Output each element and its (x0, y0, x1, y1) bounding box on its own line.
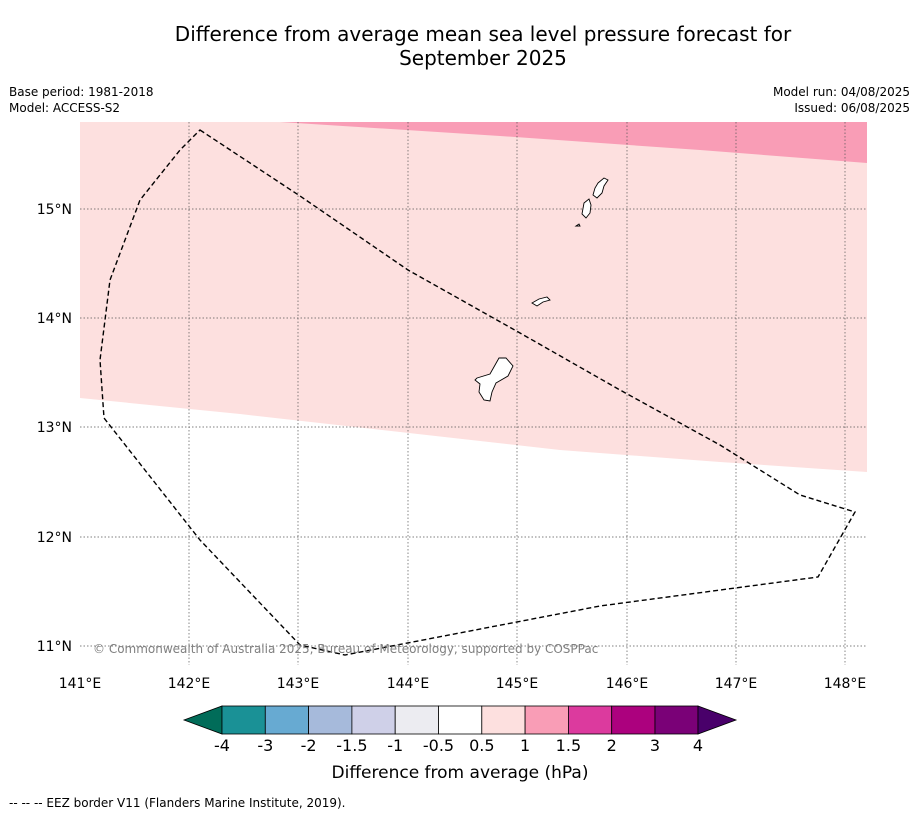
island-saipan (592, 177, 609, 199)
lon-tick-148: 148°E (824, 676, 867, 692)
colorbar-high-extend (697, 705, 738, 735)
axis-labels: 141°E 142°E 143°E 144°E 145°E 146°E 147°… (37, 202, 867, 692)
base-period: Base period: 1981-2018 (9, 85, 154, 99)
map-title-line1: Difference from average mean sea level p… (174, 22, 792, 46)
lon-tick-146: 146°E (606, 676, 649, 692)
colorbar-label: Difference from average (hPa) (332, 763, 589, 783)
model-name: Model: ACCESS-S2 (9, 101, 121, 115)
islands (474, 177, 609, 402)
colorbar-tick: 2 (607, 736, 617, 755)
lat-tick-11: 11°N (37, 639, 72, 655)
colorbar-tick: 3 (650, 736, 660, 755)
lon-tick-144: 144°E (387, 676, 430, 692)
pressure-band-1-1.5 (280, 122, 867, 163)
colorbar-segment-9 (568, 705, 613, 735)
colorbar-segment-7 (481, 705, 526, 735)
colorbar-tick: -1 (387, 736, 403, 755)
model-run: Model run: 04/08/2025 (772, 85, 910, 99)
colorbar-tick: -3 (257, 736, 273, 755)
island-rota (531, 296, 551, 307)
colorbar-tick: -0.5 (423, 736, 454, 755)
colorbar-tick: 0.5 (469, 736, 494, 755)
colorbar-segment-10 (611, 705, 656, 735)
colorbar-tick: 1 (520, 736, 530, 755)
colorbar-tick: -2 (301, 736, 317, 755)
colorbar-segment-1 (221, 705, 266, 735)
colorbar-segment-5 (394, 705, 439, 735)
island-guam (474, 357, 514, 402)
colorbar-segment-8 (524, 705, 569, 735)
map-area: © Commonwealth of Australia 2025, Bureau… (80, 122, 867, 665)
colorbar-segment-3 (308, 705, 353, 735)
meta-right: Model run: 04/08/2025 Issued: 06/08/2025 (773, 84, 910, 116)
colorbar: -4 -3 -2 -1.5 -1 -0.5 0.5 1 1.5 2 3 4 Di… (182, 705, 738, 783)
graticule (80, 122, 867, 665)
lon-tick-147: 147°E (715, 676, 758, 692)
lon-tick-145: 145°E (496, 676, 539, 692)
lat-tick-14: 14°N (37, 311, 72, 327)
colorbar-low-extend (182, 705, 223, 735)
colorbar-segment-11 (654, 705, 699, 735)
colorbar-segment-6 (438, 705, 483, 735)
lon-tick-141: 141°E (59, 676, 102, 692)
colorbar-tick: 1.5 (556, 736, 581, 755)
meta-left: Base period: 1981-2018 Model: ACCESS-S2 (9, 84, 154, 116)
colorbar-tick: -1.5 (336, 736, 367, 755)
lat-tick-15: 15°N (37, 202, 72, 218)
colorbar-segment-2 (264, 705, 309, 735)
colorbar-segment-4 (351, 705, 396, 735)
map-title-line2: September 2025 (399, 46, 567, 70)
island-aguijan (574, 223, 581, 227)
colorbar-tick: 4 (693, 736, 703, 755)
lon-tick-143: 143°E (277, 676, 320, 692)
island-tinian (581, 198, 592, 219)
issued-date: Issued: 06/08/2025 (794, 101, 910, 115)
pressure-band-0.5-1 (80, 122, 867, 472)
lat-tick-12: 12°N (37, 530, 72, 546)
eez-legend-note: -- -- -- EEZ border V11 (Flanders Marine… (9, 796, 346, 810)
map-title: Difference from average mean sea level p… (0, 22, 919, 70)
colorbar-tick: -4 (214, 736, 230, 755)
lat-tick-13: 13°N (37, 420, 72, 436)
copyright-notice: © Commonwealth of Australia 2025, Bureau… (93, 642, 598, 656)
lon-tick-142: 142°E (168, 676, 211, 692)
eez-border (99, 129, 857, 656)
